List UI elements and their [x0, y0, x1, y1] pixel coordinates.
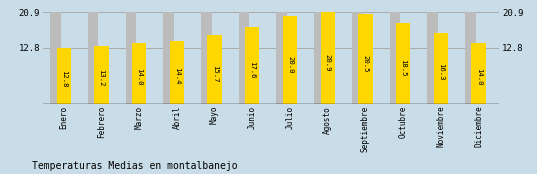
Bar: [126, 12, 136, 104]
Bar: [321, 12, 335, 104]
Text: 13.2: 13.2: [98, 69, 104, 87]
Bar: [471, 43, 486, 104]
Text: 16.3: 16.3: [438, 63, 444, 81]
Text: 14.0: 14.0: [476, 68, 482, 85]
Bar: [56, 48, 71, 104]
Bar: [434, 33, 448, 104]
Bar: [50, 12, 61, 104]
Text: Temperaturas Medias en montalbanejo: Temperaturas Medias en montalbanejo: [32, 161, 238, 171]
Text: 14.4: 14.4: [174, 67, 180, 85]
Bar: [239, 12, 249, 104]
Text: 17.6: 17.6: [249, 61, 255, 78]
Text: 15.7: 15.7: [212, 65, 217, 82]
Bar: [201, 12, 212, 104]
Bar: [207, 35, 222, 104]
Text: 20.0: 20.0: [287, 56, 293, 73]
Bar: [358, 14, 373, 104]
Bar: [163, 12, 174, 104]
Text: 12.8: 12.8: [61, 70, 67, 88]
Bar: [277, 12, 287, 104]
Bar: [283, 16, 297, 104]
Bar: [390, 12, 400, 104]
Bar: [427, 12, 438, 104]
Text: 14.0: 14.0: [136, 68, 142, 85]
Bar: [88, 12, 98, 104]
Bar: [465, 12, 476, 104]
Text: 18.5: 18.5: [400, 59, 406, 76]
Bar: [352, 12, 362, 104]
Bar: [396, 23, 410, 104]
Bar: [314, 12, 325, 104]
Text: 20.9: 20.9: [325, 54, 331, 72]
Bar: [170, 41, 184, 104]
Bar: [245, 27, 259, 104]
Text: 20.5: 20.5: [362, 55, 368, 73]
Bar: [132, 43, 146, 104]
Bar: [95, 46, 108, 104]
